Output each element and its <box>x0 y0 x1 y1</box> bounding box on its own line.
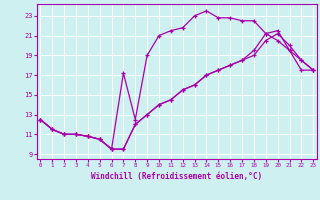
X-axis label: Windchill (Refroidissement éolien,°C): Windchill (Refroidissement éolien,°C) <box>91 172 262 181</box>
